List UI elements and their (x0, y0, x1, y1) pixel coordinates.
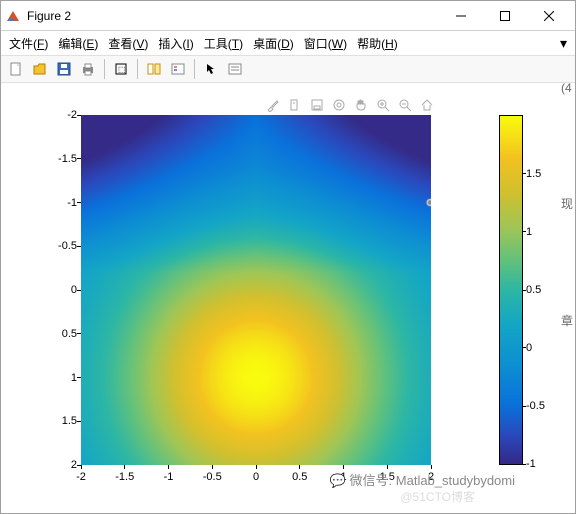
y-tick-label: 1 (49, 372, 77, 384)
x-tick-label: 0 (253, 471, 259, 483)
open-button[interactable] (29, 58, 51, 80)
menu-file[interactable]: 文件(F) (9, 35, 48, 52)
menu-help[interactable]: 帮助(H) (357, 35, 398, 52)
pan-icon[interactable] (353, 97, 369, 113)
colorbar[interactable]: -1-0.500.511.5 (499, 115, 523, 465)
x-tick-label: -1 (164, 471, 174, 483)
wechat-icon: 💬 (330, 473, 346, 488)
toolbar-separator (194, 59, 195, 79)
brush-icon[interactable] (265, 97, 281, 113)
svg-text:⬚: ⬚ (118, 65, 126, 74)
x-tick-label: -0.5 (203, 471, 222, 483)
y-tick-label: -1 (49, 197, 77, 209)
x-tick-label: -1.5 (115, 471, 134, 483)
axes[interactable]: -2-1.5-1-0.500.511.52 -2-1.5-1-0.500.511… (81, 115, 431, 465)
menu-edit[interactable]: 编辑(E) (58, 35, 98, 52)
y-tick-label: -1.5 (49, 153, 77, 165)
colorbar-tick-label: -0.5 (526, 400, 550, 412)
watermark-text: 💬 微信号: Matlab_studybydomi (330, 470, 515, 489)
title-bar[interactable]: Figure 2 (1, 1, 575, 31)
home-icon[interactable] (419, 97, 435, 113)
window-title: Figure 2 (27, 9, 439, 23)
data-cursor-button[interactable]: ⬚ (110, 58, 132, 80)
colorbar-tick-label: 0.5 (526, 284, 550, 296)
watermark-text-2: @51CTO博客 (400, 488, 475, 505)
close-button[interactable] (527, 2, 571, 30)
legend-button[interactable] (167, 58, 189, 80)
minimize-button[interactable] (439, 2, 483, 30)
rotate-button[interactable] (143, 58, 165, 80)
clipped-right-text: (4 现 章 (561, 81, 573, 429)
menu-view[interactable]: 查看(V) (108, 35, 148, 52)
y-tick-label: 2 (49, 459, 77, 471)
menu-dropdown-icon[interactable]: ▾ (560, 35, 567, 52)
axes-toolbar (265, 97, 435, 113)
maximize-button[interactable] (483, 2, 527, 30)
plot-canvas: -2-1.5-1-0.500.511.52 -2-1.5-1-0.500.511… (1, 85, 575, 513)
figure-window: Figure 2 文件(F) 编辑(E) 查看(V) 插入(I) 工具(T) 桌… (0, 0, 576, 514)
y-tick-label: -0.5 (49, 240, 77, 252)
y-tick-label: 0.5 (49, 328, 77, 340)
colorbar-tick-label: -1 (526, 458, 550, 470)
colorbar-tick-label: 1 (526, 226, 550, 238)
arrow-button[interactable] (200, 58, 222, 80)
x-tick-label: 0.5 (292, 471, 307, 483)
zoom-out-icon[interactable] (397, 97, 413, 113)
note-icon[interactable] (287, 97, 303, 113)
y-tick-label: -2 (49, 109, 77, 121)
menu-bar: 文件(F) 编辑(E) 查看(V) 插入(I) 工具(T) 桌面(D) 窗口(W… (1, 31, 575, 55)
menu-window[interactable]: 窗口(W) (304, 35, 347, 52)
toolbar: ⬚ (1, 55, 575, 83)
y-tick-label: 0 (49, 284, 77, 296)
menu-desktop[interactable]: 桌面(D) (253, 35, 294, 52)
new-file-button[interactable] (5, 58, 27, 80)
toolbar-separator (104, 59, 105, 79)
matlab-figure-icon (5, 8, 21, 24)
menu-tools[interactable]: 工具(T) (204, 35, 243, 52)
toolbar-separator (137, 59, 138, 79)
print-button[interactable] (77, 58, 99, 80)
heatmap-surface (81, 115, 431, 465)
x-tick-label: -2 (76, 471, 86, 483)
colorbar-tick-label: 1.5 (526, 168, 550, 180)
colorbar-tick-label: 0 (526, 342, 550, 354)
zoom-in-icon[interactable] (375, 97, 391, 113)
save-axes-icon[interactable] (309, 97, 325, 113)
window-controls (439, 2, 571, 30)
y-tick-label: 1.5 (49, 415, 77, 427)
datacursor-icon[interactable] (331, 97, 347, 113)
edit-plot-button[interactable] (224, 58, 246, 80)
menu-insert[interactable]: 插入(I) (158, 35, 193, 52)
colorbar-gradient (500, 116, 522, 464)
save-button[interactable] (53, 58, 75, 80)
